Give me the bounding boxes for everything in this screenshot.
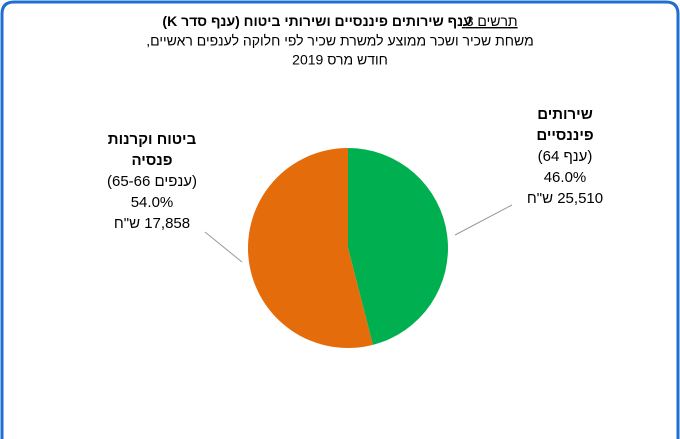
slice-name: פיננסיים bbox=[536, 127, 593, 144]
subtitle: משחת שכיר ושכר ממוצע למשרת שכיר לפי חלוק… bbox=[146, 33, 533, 49]
wage-label: 25,510 ש"ח bbox=[527, 190, 603, 207]
leader-line bbox=[204, 231, 243, 263]
slice-name: ביטוח וקרנות bbox=[108, 131, 197, 148]
pie-slice bbox=[247, 148, 373, 348]
value-label: 46.0% bbox=[544, 169, 587, 186]
value-label: 54.0% bbox=[131, 194, 174, 211]
slice-name: שירותים bbox=[537, 106, 593, 123]
wage-label: 17,858 ש"ח bbox=[114, 215, 190, 232]
pie-slice bbox=[348, 148, 448, 345]
title-main: ענף שירותים פיננסיים ושירותי ביטוח (ענף … bbox=[162, 13, 471, 29]
slice-code: (ענף 64) bbox=[538, 148, 593, 165]
title-prefix: תרשים 3. bbox=[462, 13, 518, 29]
leader-line bbox=[454, 204, 513, 236]
title: תרשים 3.ענף שירותים פיננסיים ושירותי ביט… bbox=[162, 13, 517, 29]
slice-name: פנסיה bbox=[131, 152, 172, 169]
subtitle: חודש מרס 2019 bbox=[292, 52, 388, 68]
slice-code: (ענפים 65-66) bbox=[107, 173, 197, 190]
